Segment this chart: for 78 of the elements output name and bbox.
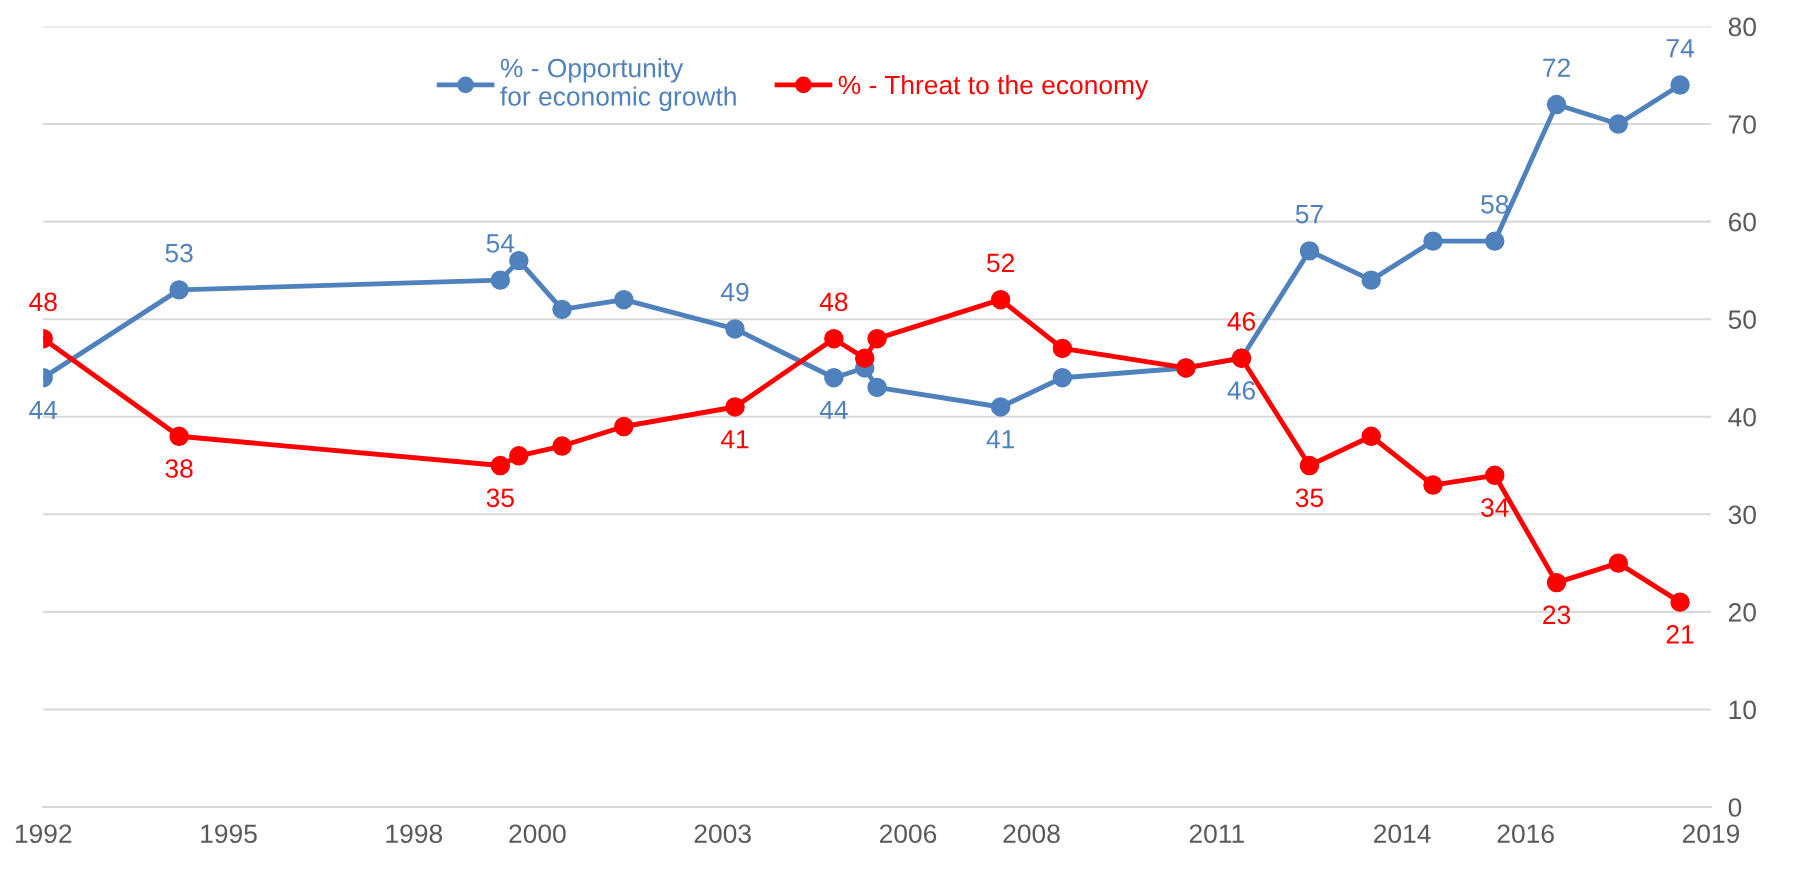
x-tick-label: 2016 [1497,824,1554,844]
data-label: 34 [1481,498,1509,517]
y-tick-label: 70 [1728,115,1756,134]
point [509,446,529,466]
y-tick-label: 30 [1728,505,1756,525]
point [552,299,572,320]
data-label: 38 [165,459,193,478]
x-tick-label: 1998 [386,824,443,844]
point [1485,231,1505,251]
x-tick-label: 2014 [1374,824,1431,844]
point [1423,475,1443,495]
point [1608,553,1629,573]
data-label: 54 [486,234,515,253]
x-tick-label: 2019 [1682,824,1740,844]
point [1052,338,1073,359]
data-label: 53 [165,243,193,263]
data-label: 35 [1295,488,1324,508]
legend-label: % - Threat to the economy [838,74,1149,100]
data-label: 44 [29,400,58,420]
point [867,328,887,349]
y-tick-label: 40 [1728,407,1756,427]
point [169,280,189,300]
point [990,289,1011,310]
data-label: 48 [29,292,57,312]
data-label: 23 [1543,605,1571,625]
data-label: 41 [986,430,1015,449]
point [552,436,572,456]
point [1485,465,1505,486]
data-label: 46 [1227,312,1256,331]
x-tick-label: 1995 [201,824,257,844]
point [490,455,511,476]
data-label: 58 [1481,194,1509,214]
point [1423,231,1443,251]
data-label: 48 [819,292,848,312]
data-label: 74 [1666,39,1694,58]
x-tick-label: 2011 [1189,824,1244,844]
data-label: 46 [1227,381,1256,400]
data-label: 72 [1543,58,1570,77]
point [1546,572,1567,593]
data-label: 44 [819,400,848,420]
x-tick-label: 2006 [879,824,937,844]
point [1670,592,1690,612]
point [1546,94,1567,115]
point [1361,426,1381,446]
point [1670,75,1690,95]
data-label: 57 [1295,205,1323,224]
point [990,397,1011,417]
point [855,348,875,368]
point [867,377,887,398]
x-tick-label: 2008 [1003,824,1060,844]
point [725,319,745,339]
point [614,289,634,310]
data-label: 49 [720,282,749,302]
point [169,426,189,446]
y-tick-label: 10 [1729,700,1756,720]
y-tick-label: 0 [1728,798,1742,817]
data-label: 21 [1666,625,1694,644]
point [824,367,844,388]
point [490,270,511,290]
x-tick-label: 2000 [509,824,566,844]
point [1299,241,1320,261]
data-label: 35 [486,488,514,508]
point [1052,367,1073,388]
legend-label: % - Opportunity for economic growth [500,58,736,112]
point [614,416,634,437]
point [725,397,745,417]
y-tick-label: 50 [1728,310,1756,329]
point [824,328,844,349]
data-label: 52 [987,253,1014,273]
y-tick-label: 20 [1728,603,1756,622]
point [1361,270,1381,290]
data-label: 41 [720,430,749,449]
y-tick-label: 60 [1728,212,1756,232]
x-tick-label: 1992 [15,824,72,844]
x-tick-label: 2003 [694,824,751,844]
point [1608,114,1629,134]
y-tick-label: 80 [1728,17,1756,37]
point [1299,455,1320,476]
